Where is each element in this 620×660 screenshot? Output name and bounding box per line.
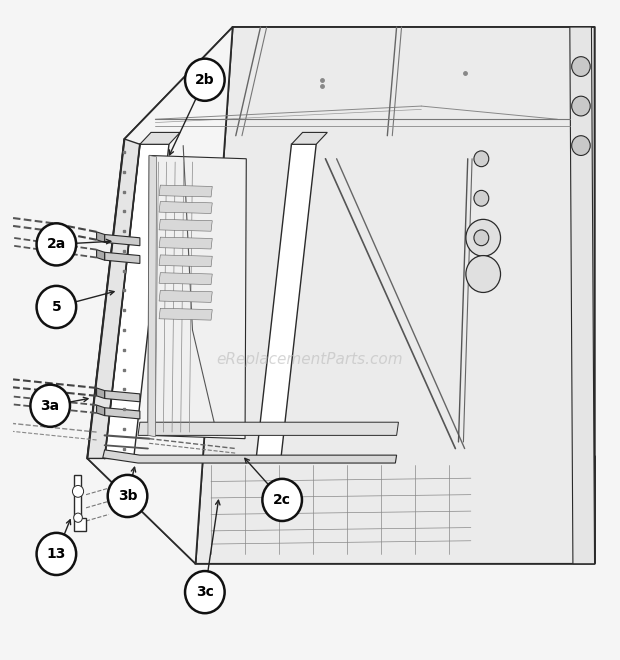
Text: 5: 5 [51,300,61,314]
Polygon shape [97,388,105,399]
Polygon shape [159,237,212,249]
Polygon shape [159,255,212,267]
Polygon shape [138,422,399,436]
Circle shape [37,223,76,265]
Text: eReplacementParts.com: eReplacementParts.com [216,352,404,367]
Circle shape [30,385,70,427]
Circle shape [474,230,489,246]
Polygon shape [291,133,327,145]
Polygon shape [97,249,105,260]
Polygon shape [87,457,595,564]
Polygon shape [105,252,140,263]
Polygon shape [87,139,140,459]
Polygon shape [97,405,105,416]
Polygon shape [159,308,212,320]
Polygon shape [159,219,212,231]
Text: 3c: 3c [196,585,214,599]
Polygon shape [159,290,212,302]
Polygon shape [105,408,140,419]
Polygon shape [486,27,595,564]
Polygon shape [74,475,86,531]
Text: 3a: 3a [41,399,60,412]
Circle shape [108,475,148,517]
Text: 3b: 3b [118,489,137,503]
Circle shape [466,219,500,256]
Circle shape [185,59,224,101]
Polygon shape [87,27,232,564]
Polygon shape [140,133,180,145]
Polygon shape [195,27,595,564]
Circle shape [474,190,489,206]
Polygon shape [105,391,140,402]
Text: 2a: 2a [46,238,66,251]
Polygon shape [148,156,157,437]
Polygon shape [256,145,316,459]
Polygon shape [105,234,140,246]
Circle shape [572,136,590,156]
Polygon shape [103,450,397,463]
Polygon shape [148,156,246,439]
Circle shape [466,255,500,292]
Circle shape [74,513,82,522]
Circle shape [37,533,76,575]
Polygon shape [159,273,212,284]
Text: 13: 13 [46,547,66,561]
Polygon shape [159,185,212,197]
Text: 2c: 2c [273,493,291,507]
Polygon shape [105,145,169,459]
Circle shape [262,479,302,521]
Circle shape [37,286,76,328]
Circle shape [572,96,590,116]
Circle shape [185,571,224,613]
Polygon shape [125,27,595,139]
Polygon shape [570,27,595,564]
Text: 2b: 2b [195,73,215,86]
Polygon shape [97,232,105,242]
Circle shape [572,57,590,77]
Circle shape [474,151,489,167]
Polygon shape [159,201,212,213]
Circle shape [73,486,84,497]
